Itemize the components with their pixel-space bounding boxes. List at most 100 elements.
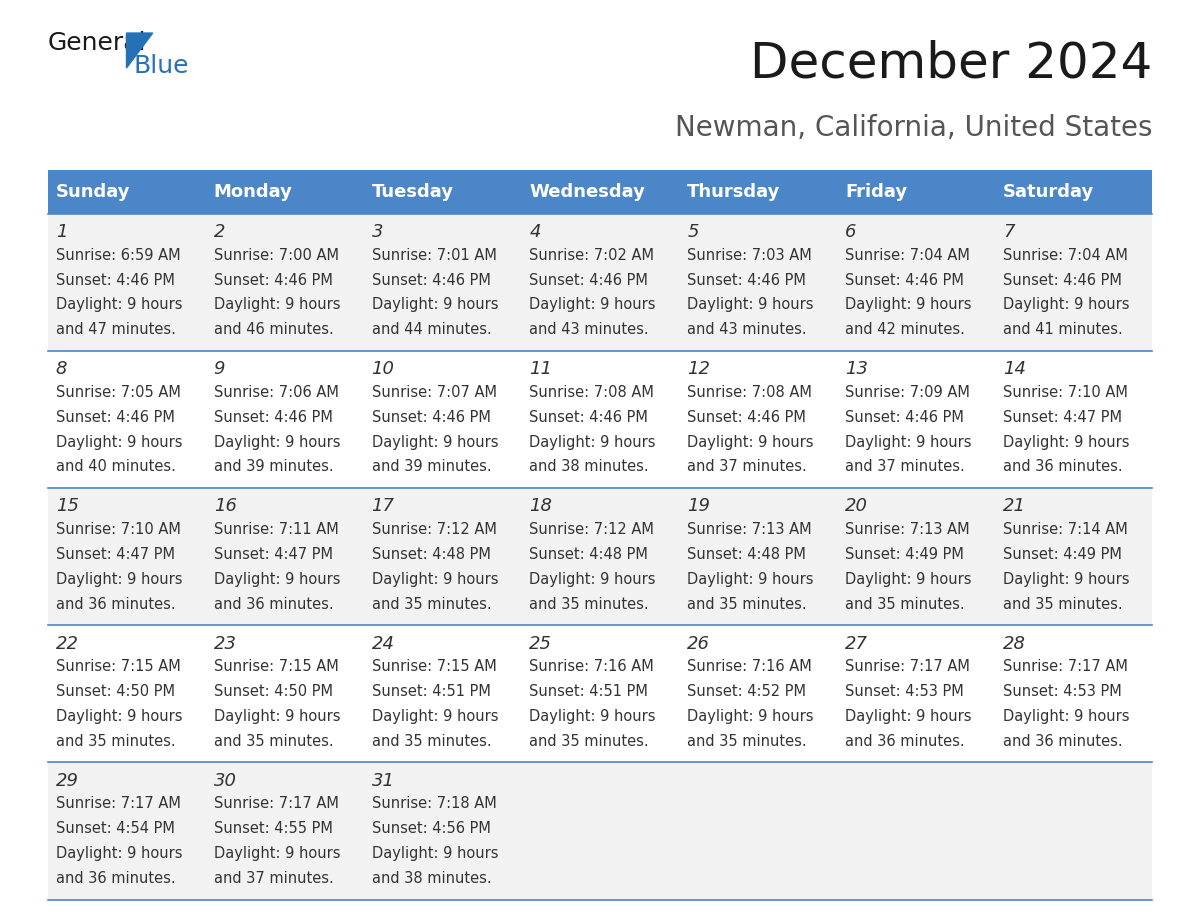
Text: Sunrise: 7:09 AM: Sunrise: 7:09 AM [845, 385, 969, 400]
Text: 20: 20 [845, 498, 868, 515]
Text: Sunrise: 7:10 AM: Sunrise: 7:10 AM [56, 522, 181, 537]
Bar [522, 170, 678, 214]
Text: Sunrise: 7:15 AM: Sunrise: 7:15 AM [56, 659, 181, 675]
Text: 23: 23 [214, 634, 236, 653]
Text: 13: 13 [845, 360, 868, 378]
Bar [364, 170, 522, 214]
Text: Sunset: 4:46 PM: Sunset: 4:46 PM [372, 409, 491, 425]
Text: Sunset: 4:46 PM: Sunset: 4:46 PM [56, 273, 175, 287]
Text: Sunrise: 7:11 AM: Sunrise: 7:11 AM [214, 522, 339, 537]
Text: and 38 minutes.: and 38 minutes. [530, 459, 649, 475]
Text: 24: 24 [372, 634, 394, 653]
Text: 12: 12 [687, 360, 710, 378]
Text: and 35 minutes.: and 35 minutes. [687, 733, 807, 749]
Text: General: General [48, 31, 146, 55]
Text: 28: 28 [1003, 634, 1026, 653]
Text: Daylight: 9 hours: Daylight: 9 hours [372, 434, 498, 450]
Text: Sunrise: 7:17 AM: Sunrise: 7:17 AM [845, 659, 969, 675]
Bar [678, 488, 836, 625]
Text: Sunset: 4:55 PM: Sunset: 4:55 PM [214, 822, 333, 836]
Text: Daylight: 9 hours: Daylight: 9 hours [1003, 572, 1130, 587]
Text: Sunrise: 7:00 AM: Sunrise: 7:00 AM [214, 248, 339, 263]
Text: Sunset: 4:54 PM: Sunset: 4:54 PM [56, 822, 175, 836]
Text: December 2024: December 2024 [750, 39, 1152, 87]
Text: Sunset: 4:46 PM: Sunset: 4:46 PM [845, 273, 963, 287]
Text: and 37 minutes.: and 37 minutes. [214, 871, 334, 886]
Bar [206, 170, 364, 214]
Text: Thursday: Thursday [687, 183, 781, 201]
Text: 4: 4 [530, 223, 541, 241]
Text: Sunset: 4:47 PM: Sunset: 4:47 PM [214, 547, 333, 562]
Text: and 36 minutes.: and 36 minutes. [56, 871, 176, 886]
Text: and 36 minutes.: and 36 minutes. [1003, 733, 1123, 749]
Polygon shape [127, 33, 152, 68]
Bar [994, 763, 1152, 900]
Text: Daylight: 9 hours: Daylight: 9 hours [530, 434, 656, 450]
Bar [206, 214, 364, 351]
Text: and 44 minutes.: and 44 minutes. [372, 322, 492, 337]
Text: 3: 3 [372, 223, 383, 241]
Text: Sunset: 4:53 PM: Sunset: 4:53 PM [845, 684, 963, 700]
Text: Sunrise: 7:17 AM: Sunrise: 7:17 AM [1003, 659, 1127, 675]
Bar [836, 763, 994, 900]
Text: Sunset: 4:48 PM: Sunset: 4:48 PM [372, 547, 491, 562]
Bar [836, 625, 994, 763]
Text: and 36 minutes.: and 36 minutes. [214, 597, 334, 611]
Text: Daylight: 9 hours: Daylight: 9 hours [1003, 297, 1130, 312]
Text: Sunset: 4:46 PM: Sunset: 4:46 PM [687, 409, 805, 425]
Text: 8: 8 [56, 360, 68, 378]
Text: Daylight: 9 hours: Daylight: 9 hours [687, 709, 814, 724]
Text: 31: 31 [372, 772, 394, 789]
Text: Daylight: 9 hours: Daylight: 9 hours [56, 297, 182, 312]
Text: Sunset: 4:50 PM: Sunset: 4:50 PM [214, 684, 333, 700]
Text: Sunrise: 7:10 AM: Sunrise: 7:10 AM [1003, 385, 1127, 400]
Text: and 35 minutes.: and 35 minutes. [530, 733, 649, 749]
Text: Wednesday: Wednesday [530, 183, 645, 201]
Text: and 36 minutes.: and 36 minutes. [56, 597, 176, 611]
Text: Sunset: 4:56 PM: Sunset: 4:56 PM [372, 822, 491, 836]
Text: Sunrise: 7:16 AM: Sunrise: 7:16 AM [687, 659, 811, 675]
Bar [206, 351, 364, 488]
Text: Daylight: 9 hours: Daylight: 9 hours [372, 297, 498, 312]
Text: Sunrise: 7:12 AM: Sunrise: 7:12 AM [372, 522, 497, 537]
Text: Sunrise: 7:13 AM: Sunrise: 7:13 AM [845, 522, 969, 537]
Bar [678, 214, 836, 351]
Bar [522, 763, 678, 900]
Text: Sunset: 4:49 PM: Sunset: 4:49 PM [845, 547, 963, 562]
Text: and 42 minutes.: and 42 minutes. [845, 322, 965, 337]
Text: 6: 6 [845, 223, 857, 241]
Text: Daylight: 9 hours: Daylight: 9 hours [1003, 709, 1130, 724]
Text: and 43 minutes.: and 43 minutes. [530, 322, 649, 337]
Text: and 35 minutes.: and 35 minutes. [372, 733, 491, 749]
Bar [48, 488, 206, 625]
Text: Sunrise: 7:15 AM: Sunrise: 7:15 AM [372, 659, 497, 675]
Bar [522, 351, 678, 488]
Text: Daylight: 9 hours: Daylight: 9 hours [214, 709, 340, 724]
Text: Daylight: 9 hours: Daylight: 9 hours [372, 846, 498, 861]
Text: Sunrise: 7:18 AM: Sunrise: 7:18 AM [372, 797, 497, 812]
Text: and 39 minutes.: and 39 minutes. [214, 459, 334, 475]
Bar [206, 625, 364, 763]
Text: 16: 16 [214, 498, 236, 515]
Text: and 37 minutes.: and 37 minutes. [845, 459, 965, 475]
Text: Daylight: 9 hours: Daylight: 9 hours [214, 572, 340, 587]
Text: 10: 10 [372, 360, 394, 378]
Text: Sunset: 4:53 PM: Sunset: 4:53 PM [1003, 684, 1121, 700]
Bar [678, 351, 836, 488]
Text: Sunrise: 7:03 AM: Sunrise: 7:03 AM [687, 248, 811, 263]
Text: and 35 minutes.: and 35 minutes. [214, 733, 334, 749]
Text: Daylight: 9 hours: Daylight: 9 hours [56, 709, 182, 724]
Text: 15: 15 [56, 498, 78, 515]
Text: 17: 17 [372, 498, 394, 515]
Bar [994, 170, 1152, 214]
Text: Sunrise: 7:17 AM: Sunrise: 7:17 AM [214, 797, 339, 812]
Text: and 46 minutes.: and 46 minutes. [214, 322, 334, 337]
Bar [522, 625, 678, 763]
Text: and 35 minutes.: and 35 minutes. [687, 597, 807, 611]
Text: Daylight: 9 hours: Daylight: 9 hours [687, 572, 814, 587]
Text: Sunset: 4:51 PM: Sunset: 4:51 PM [530, 684, 649, 700]
Text: Sunday: Sunday [56, 183, 131, 201]
Bar [522, 488, 678, 625]
Text: and 35 minutes.: and 35 minutes. [1003, 597, 1123, 611]
Text: 1: 1 [56, 223, 68, 241]
